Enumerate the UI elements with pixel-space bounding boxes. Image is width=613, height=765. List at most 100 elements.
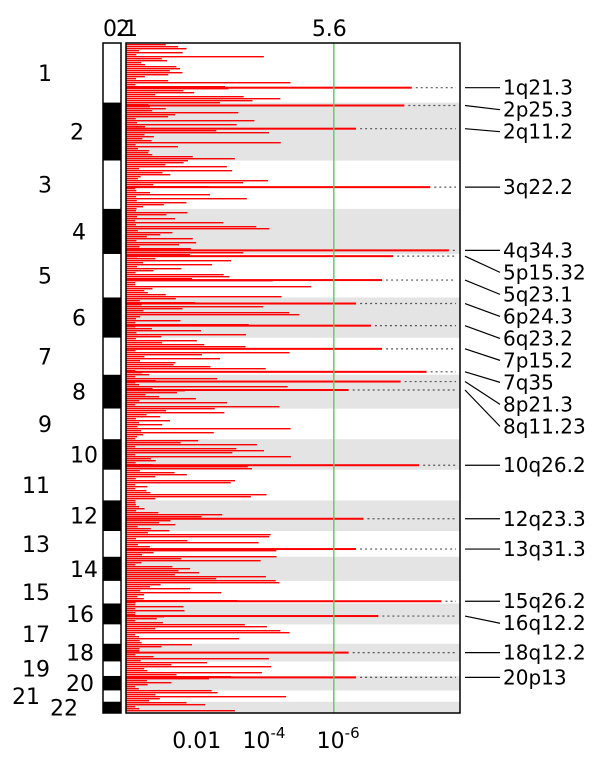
association-bar (126, 426, 138, 428)
association-bar (126, 336, 162, 338)
association-bar (126, 528, 151, 530)
association-bar (126, 620, 136, 622)
association-bar (126, 480, 236, 482)
chromosome-label: 3 (38, 174, 52, 199)
association-bar (126, 562, 142, 564)
association-bar (126, 510, 137, 512)
association-bar (126, 70, 170, 72)
association-bar (126, 434, 144, 436)
chromosome-band (126, 208, 460, 254)
top-tick-label: 0.1 (103, 17, 138, 42)
chromosome-label: 2 (70, 121, 84, 146)
association-bar (126, 132, 270, 134)
association-bar (126, 252, 244, 254)
association-bar (126, 170, 233, 172)
association-bar (126, 298, 176, 300)
ideogram-segment (103, 603, 121, 625)
association-bar (126, 430, 142, 432)
association-bar (126, 102, 220, 104)
association-bar (126, 564, 136, 566)
bottom-tick-label: 10-4 (242, 724, 285, 754)
association-bar (126, 308, 183, 310)
association-bar (126, 444, 257, 446)
association-bar (126, 98, 281, 100)
association-bar (126, 402, 228, 404)
association-bar (126, 234, 161, 236)
association-bar (126, 642, 142, 644)
association-bar (126, 140, 152, 142)
ideogram-segment (103, 531, 121, 557)
ideogram-segment (103, 661, 121, 676)
association-bar (126, 56, 264, 58)
association-bar (126, 494, 267, 496)
association-bar (126, 602, 136, 604)
association-bar (126, 134, 145, 136)
peak-bar (126, 186, 431, 189)
association-bar (126, 156, 193, 158)
peak-bar (126, 388, 349, 391)
association-bar (126, 454, 136, 456)
association-bar (126, 48, 187, 50)
association-bar (126, 220, 136, 222)
association-bar (126, 604, 136, 606)
association-bar (126, 448, 237, 450)
association-bar (126, 520, 171, 522)
association-bar (126, 80, 169, 82)
association-bar (126, 378, 218, 380)
association-bar (126, 370, 136, 372)
association-bar (126, 118, 136, 120)
association-bar (126, 152, 149, 154)
association-bar (126, 276, 230, 278)
chromosome-label: 1 (38, 62, 52, 87)
peak-bar (126, 370, 427, 373)
association-bar (126, 160, 188, 162)
chromosome-band (126, 374, 460, 409)
association-bar (126, 356, 145, 358)
association-bar (126, 358, 221, 360)
association-bar (126, 560, 261, 562)
association-bar (126, 120, 255, 122)
ideogram-segment (103, 408, 121, 440)
association-bar (126, 632, 290, 634)
association-bar (126, 384, 140, 386)
association-bar (126, 72, 183, 74)
association-bar (126, 330, 202, 332)
association-bar (126, 174, 171, 176)
association-bar (126, 222, 224, 224)
association-bar (126, 566, 173, 568)
chromosome-label: 22 (50, 696, 78, 721)
association-bar (126, 266, 138, 268)
association-bar (126, 180, 268, 182)
top-axis-ticks: 0.12 5.6 (103, 17, 347, 42)
association-bar (126, 684, 148, 686)
association-bar (126, 458, 151, 460)
association-bar (126, 206, 144, 208)
association-bar (126, 246, 140, 248)
association-bar (126, 406, 280, 408)
association-bar (126, 54, 137, 56)
association-bar (126, 476, 156, 478)
association-bar (126, 618, 157, 620)
association-bar (126, 136, 154, 138)
association-bar (126, 290, 145, 292)
association-bar (126, 452, 233, 454)
association-bar (126, 680, 147, 682)
association-bar (126, 200, 137, 202)
association-bar (126, 224, 136, 226)
association-bar (126, 130, 217, 132)
association-bar (126, 204, 164, 206)
association-bar (126, 108, 166, 110)
peak-label: 16q12.2 (503, 611, 586, 635)
peak-bar (126, 676, 357, 679)
chromosome-label: 8 (72, 381, 86, 406)
chromosome-label: 13 (22, 533, 50, 558)
chromosome-label: 19 (22, 658, 50, 683)
association-bar (126, 338, 136, 340)
association-bar (126, 146, 178, 148)
association-bar (126, 332, 137, 334)
peak-bar (126, 600, 442, 603)
association-bar (126, 144, 136, 146)
association-bar (126, 274, 224, 276)
ideogram-segment (103, 500, 121, 532)
association-bar (126, 570, 179, 572)
